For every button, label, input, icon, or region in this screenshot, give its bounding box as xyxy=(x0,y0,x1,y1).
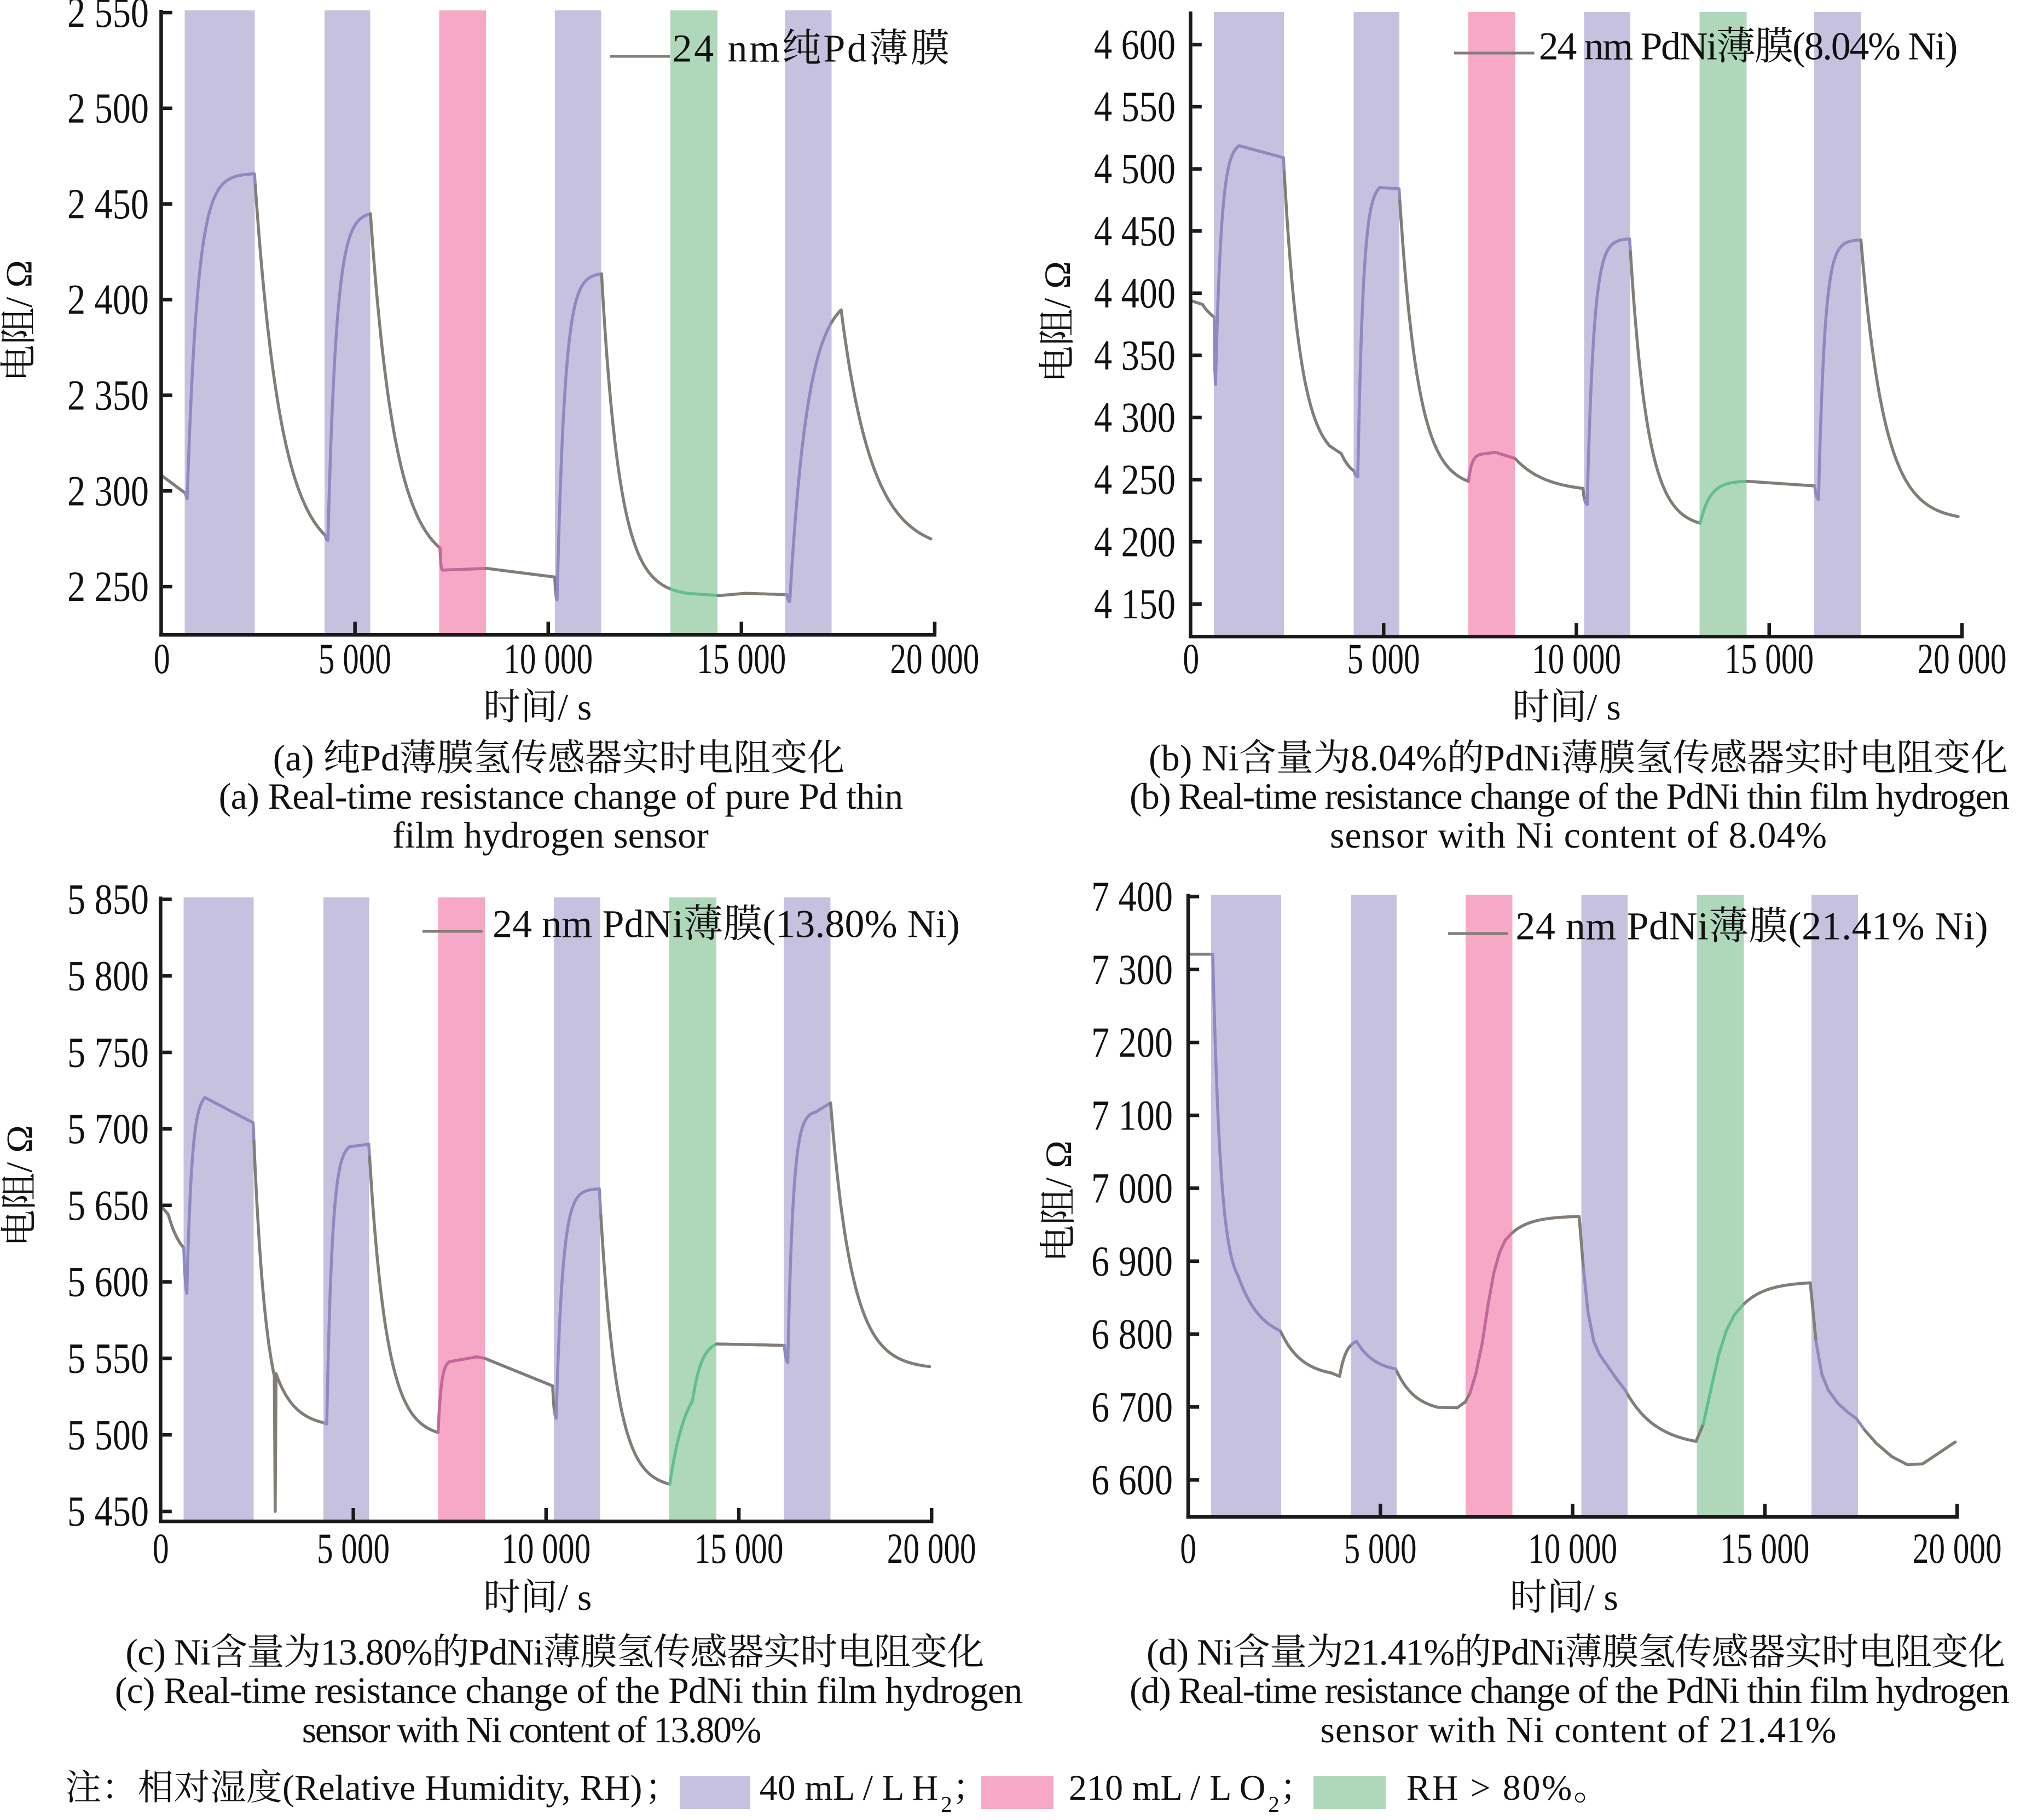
svg-text:10 000: 10 000 xyxy=(503,635,593,682)
svg-text:film hydrogen sensor: film hydrogen sensor xyxy=(392,814,709,856)
svg-text:4 600: 4 600 xyxy=(1094,21,1176,68)
svg-text:5 450: 5 450 xyxy=(67,1487,149,1535)
svg-text:10 000: 10 000 xyxy=(1532,635,1621,682)
svg-text:4 350: 4 350 xyxy=(1094,332,1176,379)
svg-text:(a): (a) xyxy=(273,737,314,779)
svg-text:4 450: 4 450 xyxy=(1094,207,1176,254)
svg-text:sensor with Ni content of 13.8: sensor with Ni content of 13.80% xyxy=(302,1709,761,1751)
svg-text:/ s: / s xyxy=(558,1576,592,1618)
svg-text:0: 0 xyxy=(153,1525,169,1572)
svg-text:Pd: Pd xyxy=(360,737,400,779)
svg-text:24 nm PdNi: 24 nm PdNi xyxy=(1539,25,1717,68)
svg-text:5 650: 5 650 xyxy=(67,1181,149,1229)
svg-text:13.80%: 13.80% xyxy=(321,1631,432,1673)
svg-text:(d) Real-time resistance chang: (d) Real-time resistance change of the P… xyxy=(1130,1670,2009,1711)
svg-text:sensor with Ni content of 8.04: sensor with Ni content of 8.04% xyxy=(1330,814,1827,856)
svg-text:5 000: 5 000 xyxy=(1344,1525,1417,1572)
svg-text:/ Ω: / Ω xyxy=(0,1125,40,1172)
svg-text:(21.41% Ni): (21.41% Ni) xyxy=(1788,905,1989,948)
svg-text:7 300: 7 300 xyxy=(1091,946,1173,993)
svg-text:6 900: 6 900 xyxy=(1091,1237,1173,1285)
svg-text:2 400: 2 400 xyxy=(67,276,149,323)
svg-text:5 550: 5 550 xyxy=(67,1335,149,1382)
svg-text:6 800: 6 800 xyxy=(1091,1310,1173,1358)
svg-text:10 000: 10 000 xyxy=(501,1525,591,1572)
svg-text:24 nm PdNi: 24 nm PdNi xyxy=(1515,905,1709,948)
svg-text:6 700: 6 700 xyxy=(1091,1383,1173,1430)
svg-text:(13.80% Ni): (13.80% Ni) xyxy=(762,902,960,946)
svg-text:7 100: 7 100 xyxy=(1091,1091,1173,1139)
svg-text:/ s: / s xyxy=(1584,1576,1618,1618)
svg-text:24 nm: 24 nm xyxy=(673,26,782,70)
svg-text:4 300: 4 300 xyxy=(1094,393,1176,441)
svg-text:4 200: 4 200 xyxy=(1094,518,1176,565)
svg-text:24 nm PdNi: 24 nm PdNi xyxy=(493,902,684,946)
svg-text:20 000: 20 000 xyxy=(887,1525,976,1572)
svg-text:15 000: 15 000 xyxy=(694,1525,784,1572)
svg-text:0: 0 xyxy=(1180,1525,1196,1572)
svg-text:/ s: / s xyxy=(558,686,592,728)
svg-text:RH > 80%: RH > 80% xyxy=(1406,1768,1573,1808)
svg-text:5 750: 5 750 xyxy=(67,1028,149,1076)
svg-text:(a) Real-time resistance chang: (a) Real-time resistance change of pure … xyxy=(219,775,903,817)
svg-text:(8.04% Ni): (8.04% Ni) xyxy=(1792,25,1956,68)
svg-text:(Relative Humidity, RH): (Relative Humidity, RH) xyxy=(282,1768,642,1808)
svg-text:/ s: / s xyxy=(1587,686,1621,728)
svg-text:/ Ω: / Ω xyxy=(1038,1140,1079,1187)
svg-text:4 400: 4 400 xyxy=(1094,269,1176,317)
svg-text:PdNi: PdNi xyxy=(469,1631,543,1673)
svg-text:5 850: 5 850 xyxy=(67,876,149,923)
svg-text:40 mL / L H: 40 mL / L H xyxy=(760,1768,939,1808)
svg-text:2 350: 2 350 xyxy=(67,372,149,419)
svg-text:15 000: 15 000 xyxy=(697,635,786,682)
svg-text:(b) Real-time resistance chang: (b) Real-time resistance change of the P… xyxy=(1130,775,2009,817)
svg-text:5 600: 5 600 xyxy=(67,1258,149,1306)
svg-text:2 550: 2 550 xyxy=(67,0,149,36)
svg-text:20 000: 20 000 xyxy=(1918,635,2007,682)
svg-text:7 200: 7 200 xyxy=(1091,1018,1173,1066)
svg-text:2 250: 2 250 xyxy=(67,563,149,610)
svg-text:4 150: 4 150 xyxy=(1094,580,1176,628)
svg-text:4 250: 4 250 xyxy=(1094,456,1176,503)
svg-text:7 000: 7 000 xyxy=(1091,1164,1173,1212)
svg-text:/ Ω: / Ω xyxy=(0,260,40,307)
svg-text:5 000: 5 000 xyxy=(317,1525,390,1572)
svg-text:2: 2 xyxy=(1268,1792,1279,1817)
svg-text:7 400: 7 400 xyxy=(1091,873,1173,920)
svg-text:15 000: 15 000 xyxy=(1724,635,1814,682)
svg-text:10 000: 10 000 xyxy=(1528,1525,1617,1572)
svg-text:2: 2 xyxy=(941,1792,952,1817)
svg-text:5 000: 5 000 xyxy=(319,635,391,682)
svg-text:15 000: 15 000 xyxy=(1720,1525,1809,1572)
svg-text:(c) Ni: (c) Ni xyxy=(125,1631,210,1673)
svg-text:(b) Ni: (b) Ni xyxy=(1149,737,1239,779)
svg-text:5 500: 5 500 xyxy=(67,1411,149,1458)
svg-text:210 mL / L O: 210 mL / L O xyxy=(1069,1768,1266,1808)
svg-text:20 000: 20 000 xyxy=(890,635,979,682)
svg-text:PdNi: PdNi xyxy=(1491,1631,1565,1673)
svg-text:0: 0 xyxy=(154,635,170,682)
svg-text:2 300: 2 300 xyxy=(67,467,149,514)
svg-text:4 500: 4 500 xyxy=(1094,145,1176,193)
svg-text:5 000: 5 000 xyxy=(1347,635,1420,682)
svg-text:(c) Real-time resistance chang: (c) Real-time resistance change of the P… xyxy=(115,1670,1022,1711)
svg-text:8.04%: 8.04% xyxy=(1351,737,1447,779)
svg-text:6 600: 6 600 xyxy=(1091,1456,1173,1504)
svg-text:2 500: 2 500 xyxy=(67,84,149,132)
svg-text:5 700: 5 700 xyxy=(67,1105,149,1152)
svg-text:4 550: 4 550 xyxy=(1094,83,1176,130)
svg-text:PdNi: PdNi xyxy=(1484,737,1561,779)
svg-text:2 450: 2 450 xyxy=(67,180,149,228)
svg-text:21.41%: 21.41% xyxy=(1343,1631,1454,1673)
svg-text:Pd: Pd xyxy=(823,26,869,70)
svg-text:5 800: 5 800 xyxy=(67,952,149,1000)
svg-text:20 000: 20 000 xyxy=(1913,1525,2002,1572)
svg-text:sensor with Ni content of 21.4: sensor with Ni content of 21.41% xyxy=(1321,1709,1837,1751)
svg-text:/ Ω: / Ω xyxy=(1037,261,1078,308)
svg-text:(d) Ni: (d) Ni xyxy=(1147,1631,1233,1673)
svg-text:0: 0 xyxy=(1183,635,1199,682)
